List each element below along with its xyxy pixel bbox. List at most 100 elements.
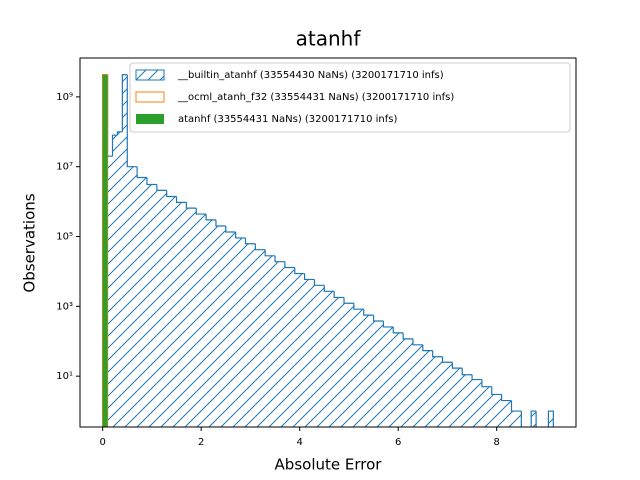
axes-frame [79,57,577,428]
histogram-bar [452,368,463,427]
histogram-bar [122,74,128,427]
histogram-bar [245,243,256,427]
legend-swatch [135,91,165,103]
histogram-outline [254,243,266,251]
x-tick-label: 0 [99,437,105,448]
legend-label: __builtin_atanhf (33554430 NaNs) (320017… [177,70,444,81]
chart-title: atanhf [296,27,362,51]
histogram-outline [304,273,315,281]
histogram-outline [121,74,128,132]
plot-area [102,74,554,427]
histogram-outline [284,261,295,269]
histogram-outline [106,74,113,157]
histogram-bar [206,219,216,427]
histogram-outline [363,309,374,316]
histogram-outline [156,184,167,191]
histogram-bar [275,261,285,427]
legend-box [129,62,571,133]
histogram-bar [481,386,492,427]
histogram-bar [107,156,113,427]
histogram-outline [461,368,473,376]
histogram-bar [176,202,187,427]
histogram-bar [112,135,118,427]
histogram-outline [116,131,123,136]
histogram-outline [146,177,157,186]
histogram-outline [126,74,138,168]
histogram-bar [324,291,335,427]
histogram-outline [235,231,246,239]
histogram-bar [363,315,374,427]
histogram-bar [265,255,276,427]
histogram-outline [215,219,226,227]
histogram-outline [441,356,453,363]
histogram-bar [412,344,423,427]
histogram-bar [548,411,554,427]
histogram-outline [372,315,384,322]
x-tick-label: 4 [296,437,302,448]
x-axis-label: Absolute Error [275,456,383,474]
histogram-bar [383,326,394,427]
legend-label: __ocml_atanh_f32 (33554431 NaNs) (320017… [177,92,454,103]
histogram-outline [111,134,118,157]
histogram-bar [196,214,207,427]
histogram-bar [334,297,345,427]
histogram-outline [136,166,147,179]
histogram-outline [353,303,364,310]
histogram-outline [392,326,404,334]
histogram-bar [127,166,138,427]
legend-swatch [136,114,164,124]
y-tick-label: 10⁵ [56,232,73,243]
histogram-bar [156,190,167,427]
histogram-bar [284,267,295,427]
histogram-bar [353,309,364,427]
histogram-outline [510,400,522,412]
histogram-outline [520,411,522,427]
histogram-bar [166,196,177,427]
histogram-outline [481,379,492,388]
histogram-outline [313,279,325,286]
histogram-bar [531,411,537,427]
legend-label: atanhf (33554431 NaNs) (3200171710 infs) [178,114,397,125]
histogram-bar [137,177,147,427]
histogram-bar [225,231,236,427]
histogram-outline [432,350,443,358]
y-tick-label: 10³ [56,301,73,312]
histogram-bar [442,362,453,427]
histogram-bar [102,74,108,427]
histogram-bar [472,379,482,427]
x-tick-label: 6 [395,437,401,448]
histogram-outline [225,226,236,233]
histogram-bar [462,374,473,427]
y-axis-label: Observations [21,193,39,292]
histogram-bar [304,279,315,427]
histogram-bar [403,338,413,427]
histogram-outline [294,267,305,275]
histogram-outline [530,410,537,427]
histogram-outline [422,344,433,352]
histogram-outline [471,374,482,381]
histogram-outline [166,190,177,198]
histogram-bar [393,332,404,427]
histogram-outline [535,411,537,427]
histogram-outline [185,202,197,209]
y-tick-label: 10¹ [56,371,73,382]
histogram-bar [314,285,325,427]
histogram-outline [547,410,554,427]
histogram-bar [344,303,354,427]
y-tick-label: 10⁹ [56,92,73,103]
histogram-bar [422,350,433,427]
legend-swatch [135,69,165,81]
histogram-bar [373,321,384,427]
histogram-outline [491,386,502,396]
histogram-outline [195,208,207,215]
histogram-outline [343,297,354,304]
x-tick-label: 2 [198,437,204,448]
histogram-bar [235,237,246,427]
histogram-bar [294,273,305,427]
histogram-bar [511,411,522,427]
histogram-outline [274,255,285,263]
histogram-outline [382,321,394,328]
histogram-bar [146,184,157,427]
